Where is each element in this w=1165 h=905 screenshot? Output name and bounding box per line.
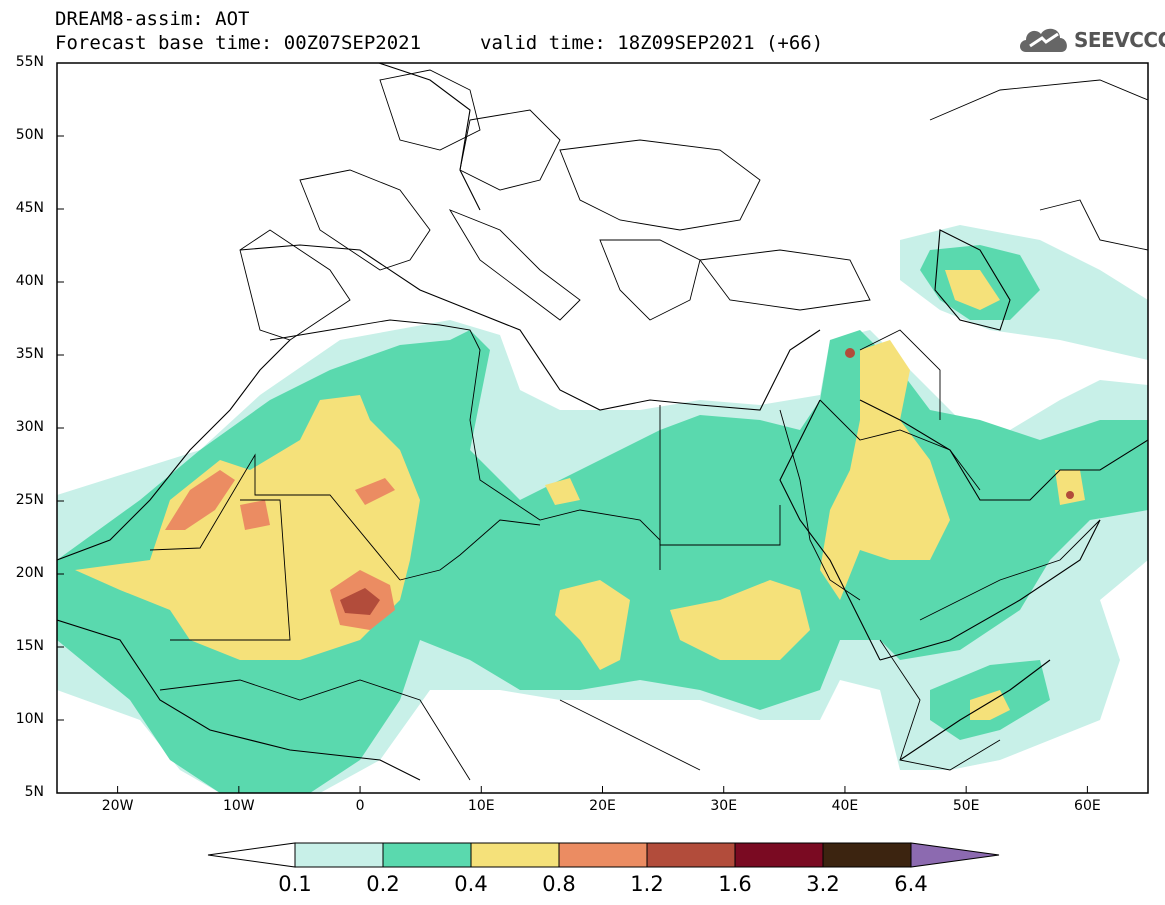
lat-label: 25N bbox=[15, 492, 44, 508]
colorbar-level-label: 0.4 bbox=[454, 872, 488, 896]
logo-text: SEEVCCC bbox=[1074, 28, 1165, 52]
colorbar-level-label: 0.1 bbox=[278, 872, 312, 896]
lon-label: 10E bbox=[467, 798, 495, 814]
valid-time: valid time: 18Z09SEP2021 (+66) bbox=[480, 32, 824, 54]
lon-label: 30E bbox=[710, 798, 738, 814]
lat-label: 55N bbox=[15, 54, 44, 70]
coastlines bbox=[57, 63, 1148, 781]
map-title: DREAM8-assim: AOT bbox=[55, 8, 250, 30]
lon-label: 60E bbox=[1074, 798, 1101, 814]
lat-label: 50N bbox=[15, 127, 44, 143]
lon-label: 10W bbox=[222, 798, 255, 814]
lat-label: 30N bbox=[15, 419, 44, 435]
lat-label: 45N bbox=[15, 200, 44, 216]
lon-label: 20W bbox=[101, 798, 134, 814]
axis-ticks bbox=[57, 62, 1088, 794]
lat-label: 40N bbox=[15, 273, 44, 289]
lon-label: 40E bbox=[831, 798, 859, 814]
colorbar-level-label: 6.4 bbox=[894, 872, 928, 896]
colorbar-level-label: 1.6 bbox=[718, 872, 752, 896]
lon-label: 20E bbox=[589, 798, 616, 814]
colorbar-level-label: 1.2 bbox=[630, 872, 664, 896]
seevccc-logo: SEEVCCC bbox=[1016, 22, 1165, 58]
lat-label: 15N bbox=[15, 638, 44, 654]
lat-label: 10N bbox=[15, 711, 44, 727]
colorbar-level-label: 3.2 bbox=[806, 872, 840, 896]
country-borders bbox=[149, 69, 1148, 781]
lat-label: 5N bbox=[24, 784, 44, 800]
colorbar-level-label: 0.2 bbox=[366, 872, 400, 896]
lat-label: 35N bbox=[15, 346, 44, 362]
lon-label: 0 bbox=[355, 798, 365, 814]
colorbar-level-label: 0.8 bbox=[542, 872, 576, 896]
lat-label: 20N bbox=[15, 565, 44, 581]
aot-field bbox=[57, 225, 1148, 793]
lon-label: 50E bbox=[952, 798, 980, 814]
cloud-logo-icon bbox=[1020, 28, 1067, 52]
forecast-base-time: Forecast base time: 00Z07SEP2021 bbox=[55, 32, 422, 54]
